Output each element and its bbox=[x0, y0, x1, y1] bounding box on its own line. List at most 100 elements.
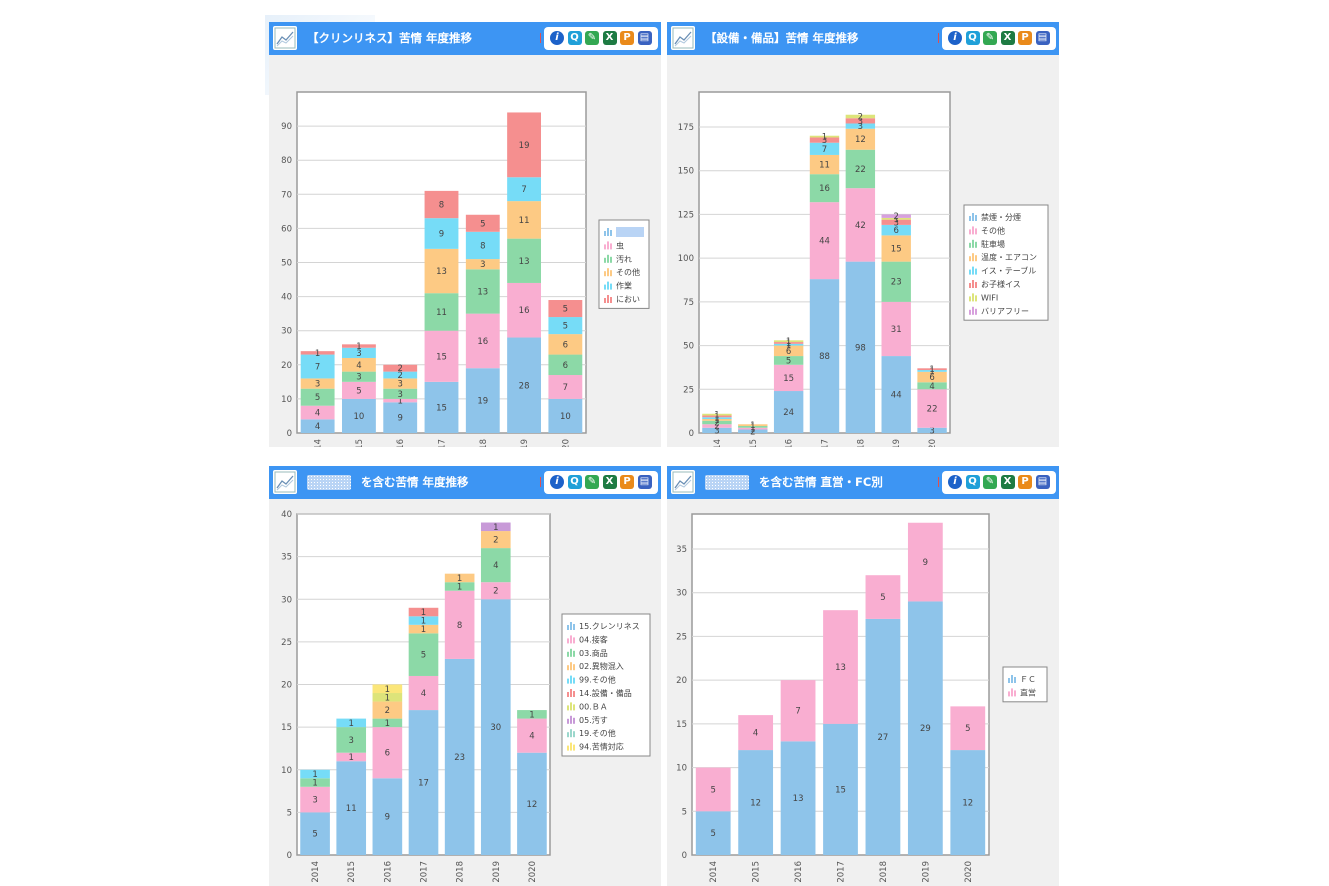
bar-segment[interactable] bbox=[408, 616, 439, 625]
bar-segment[interactable] bbox=[408, 624, 439, 634]
legend-item[interactable]: その他 bbox=[969, 225, 1005, 235]
bar-segment[interactable] bbox=[424, 293, 459, 331]
bar-segment[interactable] bbox=[480, 548, 511, 583]
bar-segment[interactable] bbox=[372, 727, 403, 779]
bar-segment[interactable] bbox=[881, 356, 911, 433]
bar-segment[interactable] bbox=[480, 599, 511, 855]
legend-item[interactable]: 15.クレンリネス bbox=[567, 622, 640, 631]
bar-segment[interactable] bbox=[507, 112, 541, 178]
search-icon[interactable]: Q bbox=[567, 31, 582, 45]
bar-segment[interactable] bbox=[465, 368, 500, 433]
bar-segment[interactable] bbox=[336, 718, 367, 728]
bar-segment[interactable] bbox=[342, 344, 376, 348]
bar-segment[interactable] bbox=[773, 356, 804, 365]
bar-segment[interactable] bbox=[507, 238, 541, 283]
bar-segment[interactable] bbox=[881, 217, 911, 220]
bar-segment[interactable] bbox=[702, 417, 732, 420]
info-icon[interactable]: i bbox=[948, 31, 962, 45]
bar-segment[interactable] bbox=[695, 811, 731, 855]
legend-item[interactable] bbox=[604, 227, 644, 237]
bar-segment[interactable] bbox=[702, 415, 732, 418]
legend-item[interactable]: お子様イス bbox=[969, 279, 1021, 289]
powerpoint-icon[interactable]: P bbox=[620, 475, 634, 489]
bar-segment[interactable] bbox=[695, 767, 731, 812]
bar-segment[interactable] bbox=[517, 710, 547, 719]
bar-segment[interactable] bbox=[480, 531, 511, 549]
bar-segment[interactable] bbox=[917, 427, 947, 433]
legend-item[interactable]: 94.苦情対応 bbox=[567, 742, 624, 752]
bar-segment[interactable] bbox=[907, 601, 943, 855]
legend-item[interactable]: 汚れ bbox=[604, 254, 632, 264]
bar-segment[interactable] bbox=[809, 142, 840, 155]
bar-segment[interactable] bbox=[480, 582, 511, 600]
bar-segment[interactable] bbox=[300, 812, 330, 855]
bar-segment[interactable] bbox=[773, 342, 804, 344]
bar-segment[interactable] bbox=[507, 282, 541, 338]
bar-segment[interactable] bbox=[738, 427, 768, 430]
bar-segment[interactable] bbox=[424, 248, 459, 294]
copy-icon[interactable]: ▤ bbox=[1035, 475, 1050, 489]
legend-item[interactable]: 虫 bbox=[604, 240, 624, 250]
bar-segment[interactable] bbox=[408, 710, 439, 855]
legend-item[interactable]: WIFI bbox=[969, 293, 998, 302]
bar-segment[interactable] bbox=[950, 706, 986, 751]
bar-segment[interactable] bbox=[517, 752, 547, 855]
bar-segment[interactable] bbox=[809, 174, 840, 203]
bar-segment[interactable] bbox=[444, 658, 475, 855]
line-chart-icon[interactable] bbox=[671, 470, 695, 494]
bar-segment[interactable] bbox=[773, 391, 804, 433]
bar-segment[interactable] bbox=[408, 607, 439, 617]
bar-segment[interactable] bbox=[383, 398, 418, 403]
bar-segment[interactable] bbox=[865, 575, 901, 619]
legend-item[interactable]: その他 bbox=[604, 267, 640, 277]
bar-segment[interactable] bbox=[507, 337, 541, 433]
bar-segment[interactable] bbox=[917, 371, 947, 383]
bar-segment[interactable] bbox=[738, 750, 774, 855]
bar-segment[interactable] bbox=[300, 388, 335, 406]
bar-segment[interactable] bbox=[917, 382, 947, 390]
bar-segment[interactable] bbox=[548, 334, 583, 355]
bar-segment[interactable] bbox=[300, 786, 330, 813]
bar-segment[interactable] bbox=[809, 135, 840, 138]
bar-segment[interactable] bbox=[372, 701, 403, 719]
bar-segment[interactable] bbox=[507, 177, 541, 202]
info-icon[interactable]: i bbox=[550, 475, 564, 489]
bar-segment[interactable] bbox=[444, 582, 475, 591]
bar-segment[interactable] bbox=[424, 190, 459, 219]
bar-segment[interactable] bbox=[881, 235, 911, 262]
bar-segment[interactable] bbox=[336, 761, 367, 855]
edit-icon[interactable]: ✎ bbox=[983, 475, 997, 489]
info-icon[interactable]: i bbox=[948, 475, 962, 489]
legend-item[interactable]: 温度・エアコン bbox=[969, 252, 1037, 262]
bar-segment[interactable] bbox=[907, 522, 943, 602]
bar-segment[interactable] bbox=[548, 398, 583, 433]
search-icon[interactable]: Q bbox=[567, 475, 582, 489]
bar-segment[interactable] bbox=[773, 340, 804, 343]
copy-icon[interactable]: ▤ bbox=[637, 475, 652, 489]
bar-segment[interactable] bbox=[823, 610, 858, 724]
powerpoint-icon[interactable]: P bbox=[1018, 31, 1032, 45]
legend-item[interactable]: 直営 bbox=[1008, 687, 1036, 697]
bar-segment[interactable] bbox=[300, 778, 330, 787]
legend-item[interactable]: 04.接客 bbox=[567, 634, 608, 644]
bar-segment[interactable] bbox=[845, 149, 876, 189]
bar-segment[interactable] bbox=[702, 424, 732, 428]
powerpoint-icon[interactable]: P bbox=[620, 31, 634, 45]
bar-segment[interactable] bbox=[881, 219, 911, 225]
line-chart-icon[interactable] bbox=[671, 26, 695, 50]
legend-item[interactable]: バリアフリー bbox=[969, 306, 1029, 316]
legend-item[interactable]: 禁煙・分煙 bbox=[969, 213, 1021, 222]
bar-segment[interactable] bbox=[336, 752, 367, 762]
bar-segment[interactable] bbox=[383, 402, 418, 433]
legend-item[interactable]: 00.ＢＡ bbox=[567, 702, 608, 711]
bar-segment[interactable] bbox=[845, 118, 876, 124]
bar-segment[interactable] bbox=[548, 317, 583, 335]
line-chart-icon[interactable] bbox=[273, 470, 297, 494]
bar-segment[interactable] bbox=[444, 590, 475, 659]
legend-item[interactable]: 駐車場 bbox=[969, 239, 1005, 249]
bar-segment[interactable] bbox=[465, 214, 500, 232]
legend-item[interactable]: におい bbox=[604, 295, 640, 304]
bar-segment[interactable] bbox=[300, 378, 335, 389]
bar-segment[interactable] bbox=[738, 429, 768, 433]
legend-item[interactable]: 19.その他 bbox=[567, 728, 616, 738]
